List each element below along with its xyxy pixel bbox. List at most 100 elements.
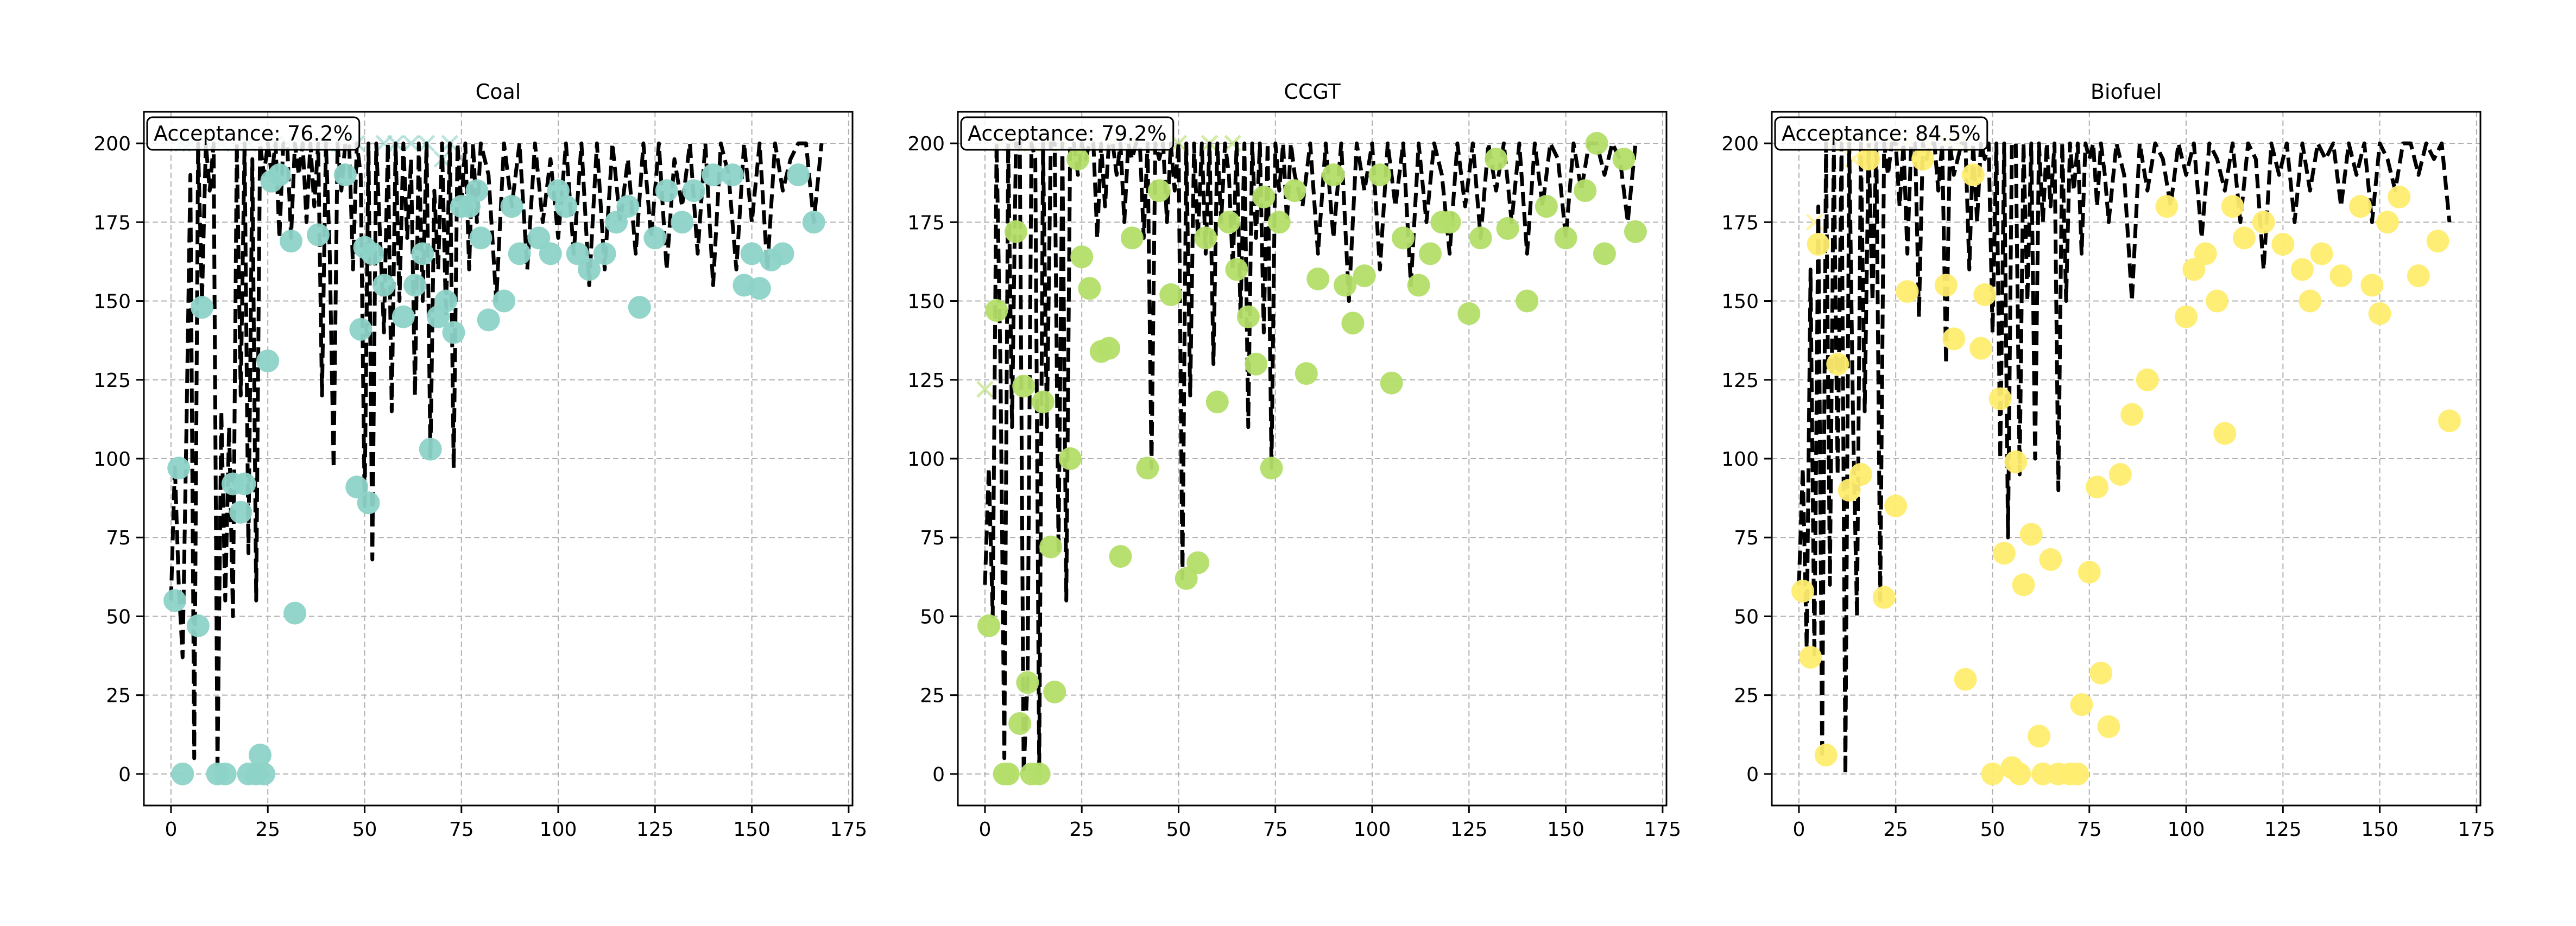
- y-tick-label: 150: [93, 291, 131, 313]
- data-point: [1031, 390, 1055, 414]
- data-point: [1058, 447, 1082, 470]
- data-point: [1911, 148, 1935, 171]
- data-point: [539, 242, 562, 265]
- data-point: [1186, 551, 1210, 574]
- x-tick-label: 100: [1354, 819, 1391, 841]
- data-point: [2299, 289, 2322, 313]
- data-point: [403, 274, 427, 297]
- data-point: [1260, 456, 1283, 480]
- y-tick-label: 125: [907, 370, 945, 392]
- data-point: [2155, 195, 2179, 218]
- data-point: [985, 299, 1008, 322]
- acceptance-annotation: Acceptance: 76.2%: [146, 116, 361, 151]
- data-point: [1353, 264, 1376, 288]
- chart-panel-2: 0 25 50 75 100 125 150 175 0 25 50 75 100 125 150 175 20…: [1721, 80, 2495, 841]
- data-point: [643, 226, 667, 250]
- x-marker-stroke: [1170, 135, 1188, 152]
- y-tick-label: 0: [1746, 764, 1759, 786]
- x-tick-label: 175: [2458, 819, 2496, 841]
- data-point: [283, 601, 307, 625]
- data-point: [1574, 179, 1597, 202]
- x-marker-stroke: [1224, 135, 1242, 152]
- data-point: [2376, 211, 2399, 234]
- x-tick-label: 125: [636, 819, 674, 841]
- data-point: [1097, 337, 1121, 360]
- data-point: [361, 242, 384, 265]
- data-point: [392, 305, 415, 328]
- data-point: [1159, 283, 1183, 306]
- data-point: [2004, 450, 2028, 473]
- acceptance-dashed-line: [1797, 141, 2452, 776]
- data-point: [465, 179, 489, 202]
- y-tick-label: 50: [920, 606, 945, 628]
- data-point: [186, 614, 210, 637]
- data-point: [1554, 226, 1577, 250]
- data-point: [1961, 163, 1985, 187]
- data-point: [2213, 422, 2237, 445]
- acceptance-dashed-line: [169, 141, 824, 776]
- data-point: [996, 762, 1020, 785]
- data-point: [163, 589, 187, 612]
- data-point: [1799, 645, 1822, 669]
- data-point: [2097, 715, 2120, 738]
- data-point: [171, 762, 194, 785]
- y-tick-label: 150: [1721, 291, 1759, 313]
- data-point: [1027, 762, 1051, 785]
- data-point: [1419, 242, 1442, 265]
- data-point: [1004, 220, 1027, 243]
- x-tick-label: 0: [165, 819, 177, 841]
- data-point: [1973, 283, 1997, 306]
- data-point: [493, 289, 516, 313]
- data-point: [682, 179, 705, 202]
- data-point: [628, 296, 651, 319]
- x-tick-label: 100: [540, 819, 577, 841]
- data-point: [605, 211, 628, 234]
- data-point: [1016, 671, 1039, 694]
- data-point: [419, 437, 442, 461]
- data-point: [477, 308, 500, 332]
- data-point: [233, 472, 256, 496]
- data-point: [616, 195, 640, 218]
- data-point: [2407, 264, 2430, 288]
- data-point: [256, 349, 280, 372]
- data-point: [740, 242, 763, 265]
- data-point: [469, 226, 493, 250]
- data-point: [434, 289, 458, 313]
- data-point: [566, 242, 589, 265]
- acceptance-box: [960, 116, 1175, 151]
- data-point: [279, 230, 302, 253]
- data-point: [1194, 226, 1217, 250]
- data-point: [2194, 242, 2217, 265]
- data-point: [508, 242, 531, 265]
- acceptance-text: Acceptance: 76.2%: [154, 122, 353, 145]
- data-point: [1295, 362, 1318, 385]
- y-tick-label: 200: [1721, 133, 1759, 155]
- data-point: [702, 163, 725, 187]
- data-point: [345, 475, 369, 499]
- chart-title: Biofuel: [2091, 80, 2162, 104]
- data-point: [252, 762, 276, 785]
- data-point: [2271, 232, 2295, 256]
- data-point: [1341, 312, 1365, 335]
- data-point: [2028, 725, 2051, 748]
- data-point: [1043, 680, 1066, 703]
- y-tick-label: 125: [93, 370, 131, 392]
- data-point: [1807, 232, 1830, 256]
- x-tick-label: 50: [1166, 819, 1191, 841]
- data-point: [2120, 403, 2144, 426]
- data-point: [2348, 195, 2372, 218]
- chart-panel-0: 0 25 50 75 100 125 150 175 0 25 50 75 100 125 150 175 20…: [93, 80, 867, 841]
- data-point: [2221, 195, 2244, 218]
- data-point: [2182, 258, 2206, 281]
- data-point: [1109, 545, 1132, 568]
- data-point: [1175, 567, 1198, 590]
- data-point: [977, 614, 1001, 637]
- data-point: [190, 296, 213, 319]
- x-tick-label: 0: [978, 819, 991, 841]
- data-point: [213, 762, 237, 785]
- data-point: [787, 163, 810, 187]
- y-tick-label: 75: [920, 527, 945, 549]
- data-point: [1954, 668, 1977, 691]
- data-point: [2329, 264, 2353, 288]
- x-marker-stroke: [976, 380, 994, 398]
